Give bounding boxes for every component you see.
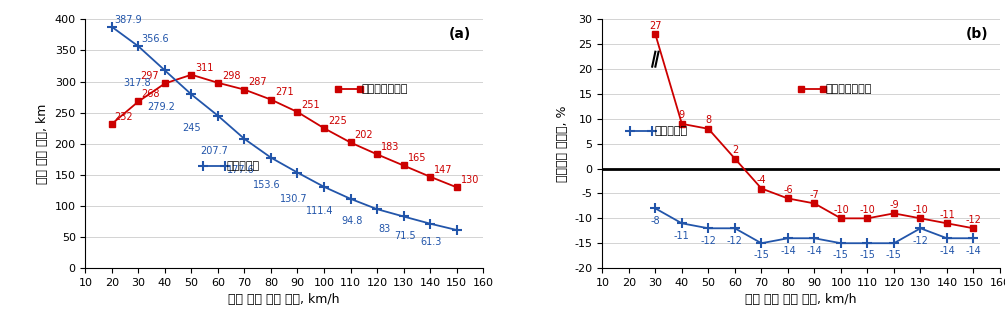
Text: 내연기관자동차: 내연기관자동차 <box>825 84 871 94</box>
Text: 225: 225 <box>329 116 347 126</box>
Text: 202: 202 <box>355 130 373 140</box>
Text: -15: -15 <box>859 251 875 260</box>
Text: 153.6: 153.6 <box>253 180 280 190</box>
Text: 177.6: 177.6 <box>226 165 254 175</box>
Text: 183: 183 <box>381 142 400 152</box>
Text: -12: -12 <box>700 235 717 245</box>
Text: -10: -10 <box>913 205 929 215</box>
Text: 94.8: 94.8 <box>341 216 362 226</box>
Text: 298: 298 <box>222 71 240 81</box>
Text: 147: 147 <box>434 164 452 174</box>
Text: 83: 83 <box>379 224 391 234</box>
Text: 207.7: 207.7 <box>200 146 228 156</box>
X-axis label: 정속 주행 차량 속도, km/h: 정속 주행 차량 속도, km/h <box>746 293 857 307</box>
Text: 9: 9 <box>678 110 685 120</box>
Text: -14: -14 <box>780 245 796 255</box>
Text: -6: -6 <box>783 185 793 195</box>
Text: 전기자동차: 전기자동차 <box>226 161 259 171</box>
Text: -7: -7 <box>810 190 819 200</box>
Text: 111.4: 111.4 <box>307 206 334 216</box>
Text: (a): (a) <box>449 27 471 41</box>
Text: 165: 165 <box>408 153 426 163</box>
Text: 130: 130 <box>460 175 479 185</box>
Text: -15: -15 <box>754 251 770 260</box>
Text: -12: -12 <box>727 235 743 245</box>
Text: -15: -15 <box>886 251 901 260</box>
Text: (b): (b) <box>966 27 988 41</box>
Text: 27: 27 <box>649 21 661 31</box>
Text: -14: -14 <box>807 245 822 255</box>
Text: 356.6: 356.6 <box>142 34 169 44</box>
Text: -15: -15 <box>833 251 849 260</box>
Text: 8: 8 <box>706 115 712 125</box>
Text: 내연기관자동차: 내연기관자동차 <box>362 84 408 94</box>
Text: -12: -12 <box>966 215 982 225</box>
Text: 245: 245 <box>182 123 200 133</box>
Text: 251: 251 <box>302 100 321 110</box>
Text: 311: 311 <box>196 63 214 73</box>
Text: -11: -11 <box>939 210 955 220</box>
Text: 268: 268 <box>142 89 160 99</box>
Text: 232: 232 <box>115 112 134 122</box>
Text: -4: -4 <box>757 175 766 185</box>
Y-axis label: 주행거리 감소율, %: 주행거리 감소율, % <box>556 106 569 182</box>
Text: 387.9: 387.9 <box>115 15 143 25</box>
Text: -11: -11 <box>674 231 689 241</box>
Text: -14: -14 <box>939 245 955 255</box>
Text: 271: 271 <box>275 88 293 98</box>
Text: 2: 2 <box>732 145 738 155</box>
Text: 71.5: 71.5 <box>394 231 415 241</box>
Text: -10: -10 <box>833 205 849 215</box>
Text: -9: -9 <box>889 200 898 210</box>
Text: 287: 287 <box>248 78 267 88</box>
Text: 전기자동차: 전기자동차 <box>654 126 687 136</box>
Text: 279.2: 279.2 <box>147 102 175 112</box>
Y-axis label: 최대 주행 거리, km: 최대 주행 거리, km <box>36 104 49 184</box>
Text: -12: -12 <box>913 235 929 245</box>
Text: -10: -10 <box>859 205 875 215</box>
Text: 61.3: 61.3 <box>420 237 442 247</box>
Text: 317.8: 317.8 <box>124 78 151 88</box>
Text: 130.7: 130.7 <box>279 194 308 204</box>
X-axis label: 정속 주행 차량 속도, km/h: 정속 주행 차량 속도, km/h <box>228 293 340 307</box>
Text: -8: -8 <box>650 216 660 226</box>
Text: -14: -14 <box>966 245 981 255</box>
Text: 297: 297 <box>140 71 159 81</box>
